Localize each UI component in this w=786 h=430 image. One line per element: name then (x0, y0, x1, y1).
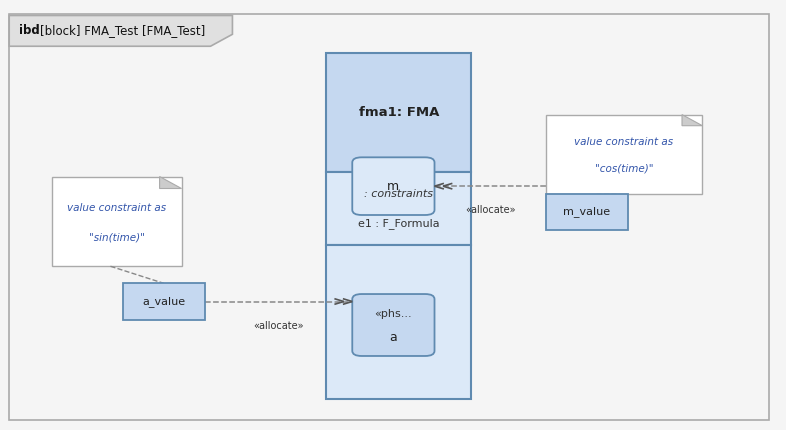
Text: m_value: m_value (564, 206, 611, 217)
Text: «phs...: «phs... (375, 309, 412, 319)
FancyBboxPatch shape (545, 115, 703, 194)
FancyBboxPatch shape (326, 245, 472, 399)
FancyBboxPatch shape (9, 14, 769, 420)
Text: fma1: FMA: fma1: FMA (358, 106, 439, 119)
Text: value constraint as: value constraint as (575, 137, 674, 147)
FancyBboxPatch shape (352, 294, 435, 356)
Text: ibd: ibd (19, 25, 39, 37)
Text: [block] FMA_Test [FMA_Test]: [block] FMA_Test [FMA_Test] (40, 25, 205, 37)
Text: «allocate»: «allocate» (253, 321, 304, 331)
Text: "cos(time)": "cos(time)" (595, 163, 653, 173)
Text: a: a (390, 331, 397, 344)
Polygon shape (682, 115, 703, 126)
FancyBboxPatch shape (123, 283, 205, 319)
Text: m: m (387, 180, 399, 193)
Text: : constraints: : constraints (365, 189, 433, 199)
Polygon shape (9, 15, 233, 46)
FancyBboxPatch shape (326, 172, 472, 245)
Text: "sin(time)": "sin(time)" (89, 233, 145, 243)
Polygon shape (160, 177, 182, 188)
FancyBboxPatch shape (352, 157, 435, 215)
Text: «allocate»: «allocate» (465, 206, 516, 215)
Text: a_value: a_value (142, 296, 185, 307)
FancyBboxPatch shape (326, 52, 472, 172)
Text: e1 : F_Formula: e1 : F_Formula (358, 218, 439, 229)
FancyBboxPatch shape (53, 177, 182, 266)
FancyBboxPatch shape (545, 194, 628, 230)
Text: value constraint as: value constraint as (68, 203, 167, 213)
